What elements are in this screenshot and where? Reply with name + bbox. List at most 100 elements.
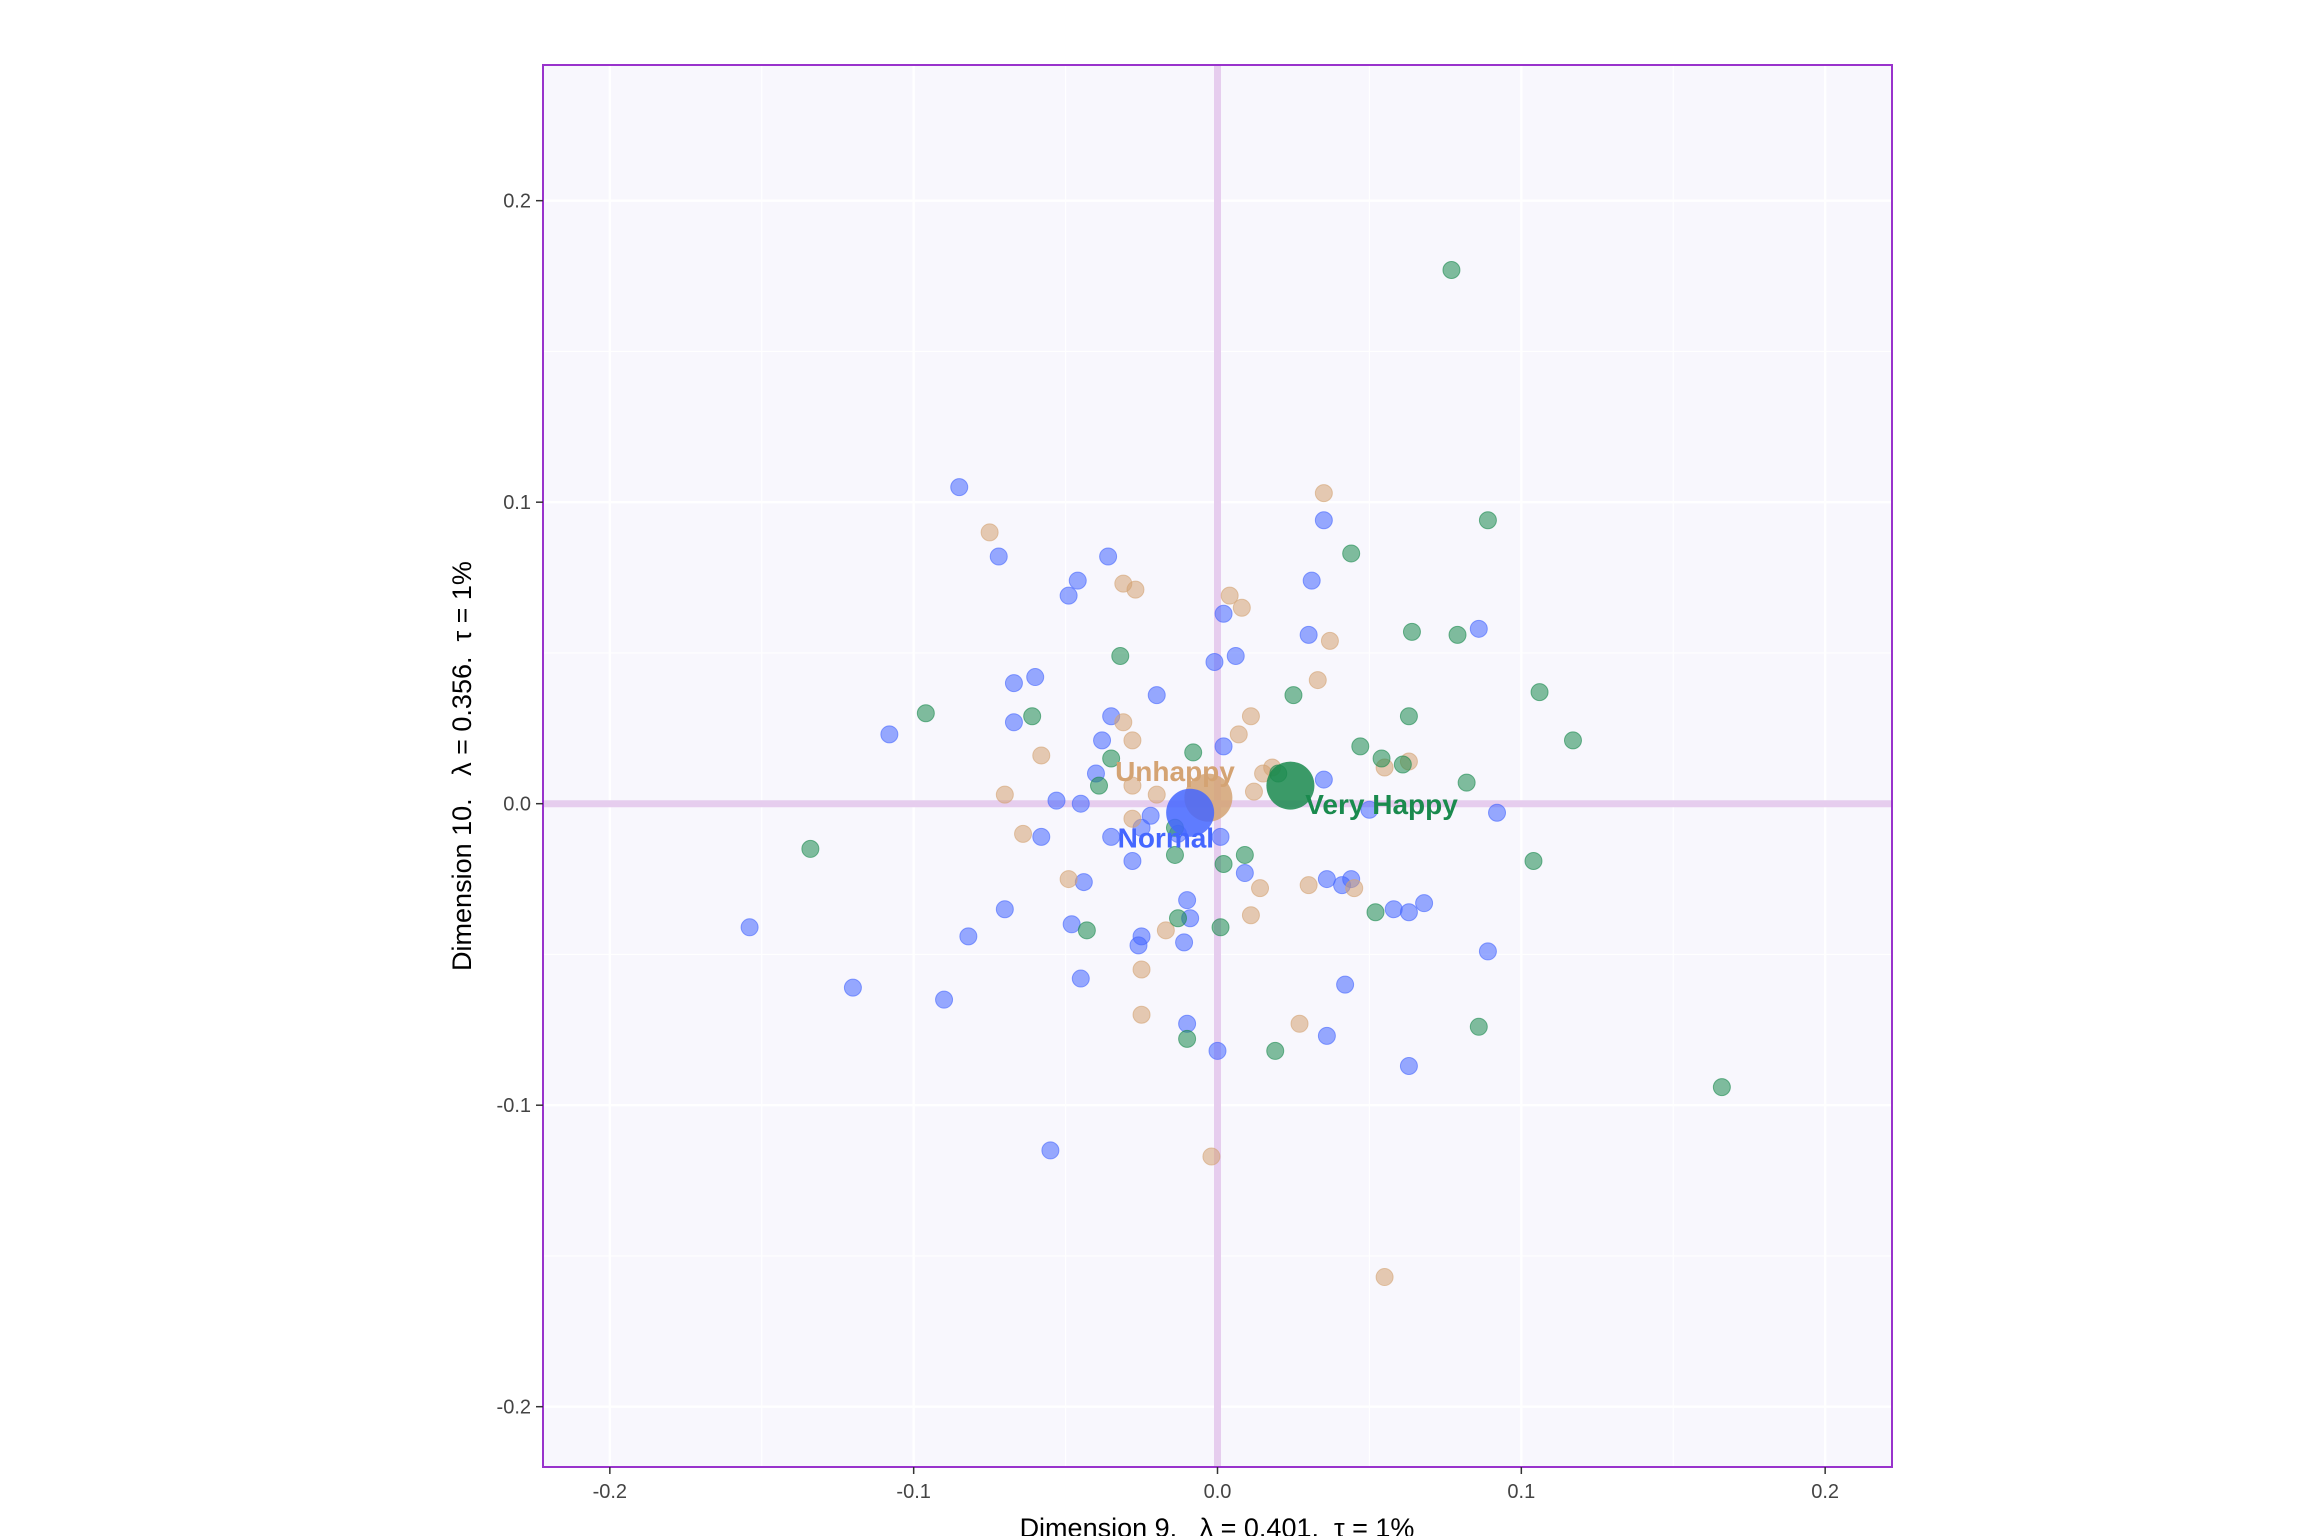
point-normal [959, 927, 978, 946]
point-very-happy [1184, 743, 1203, 762]
point-very-happy [1235, 845, 1254, 864]
point-very-happy [1393, 755, 1412, 774]
point-normal [1059, 586, 1078, 605]
point-unhappy [1123, 776, 1142, 795]
point-normal [1141, 806, 1160, 825]
point-very-happy [1178, 1029, 1197, 1048]
point-unhappy [1156, 921, 1175, 940]
point-unhappy [1290, 1014, 1309, 1033]
point-very-happy [1366, 903, 1385, 922]
point-very-happy [1266, 1041, 1285, 1060]
point-normal [1178, 891, 1197, 910]
y-tick-label: 0.0 [503, 794, 531, 816]
point-unhappy [1147, 785, 1166, 804]
point-unhappy [1299, 876, 1318, 895]
point-normal [1314, 770, 1333, 789]
point-very-happy [1402, 622, 1421, 641]
point-very-happy [1284, 686, 1303, 705]
point-very-happy [1478, 511, 1497, 530]
point-very-happy [1165, 845, 1184, 864]
point-very-happy [1448, 625, 1467, 644]
point-unhappy [995, 785, 1014, 804]
x-tick-label: -0.2 [593, 1481, 627, 1503]
point-normal [1317, 1026, 1336, 1045]
point-very-happy [1530, 683, 1549, 702]
point-normal [1211, 827, 1230, 846]
point-very-happy [1214, 854, 1233, 873]
point-normal [1302, 571, 1321, 590]
point-normal [1214, 604, 1233, 623]
y-axis: -0.2 -0.1 0.0 0.1 0.2 [497, 191, 543, 1419]
point-very-happy [1023, 707, 1042, 726]
point-normal [1226, 646, 1245, 665]
point-unhappy [1132, 1005, 1151, 1024]
point-very-happy [1524, 851, 1543, 870]
y-tick-label: -0.2 [497, 1397, 531, 1419]
point-normal [1093, 731, 1112, 750]
point-normal [1384, 900, 1403, 919]
category-label-very-happy: Very Happy [1305, 789, 1458, 820]
y-tick-label: 0.2 [503, 191, 531, 213]
y-tick-label: -0.1 [497, 1095, 531, 1117]
point-normal [843, 978, 862, 997]
point-normal [1032, 827, 1051, 846]
point-normal [1208, 1041, 1227, 1060]
x-axis-title: Dimension 9. λ = 0.401. τ = 1% [1020, 1513, 1415, 1536]
y-axis-title: Dimension 10. λ = 0.356. τ = 1% [447, 561, 477, 971]
point-unhappy [1202, 1147, 1221, 1166]
point-unhappy [1123, 731, 1142, 750]
point-normal [1205, 652, 1224, 671]
x-tick-label: 0.2 [1811, 1481, 1839, 1503]
category-centroids [1166, 761, 1315, 837]
point-unhappy [1059, 870, 1078, 889]
point-normal [1399, 1056, 1418, 1075]
point-normal [1004, 713, 1023, 732]
point-very-happy [1457, 773, 1476, 792]
point-normal [1047, 791, 1066, 810]
point-normal [1399, 903, 1418, 922]
point-unhappy [1114, 713, 1133, 732]
x-tick-label: 0.0 [1204, 1481, 1232, 1503]
point-very-happy [1469, 1017, 1488, 1036]
point-normal [1488, 803, 1507, 822]
point-normal [1415, 894, 1434, 913]
point-very-happy [1169, 909, 1188, 928]
point-normal [1478, 942, 1497, 961]
point-very-happy [1442, 261, 1461, 280]
point-unhappy [1132, 960, 1151, 979]
point-very-happy [916, 704, 935, 723]
point-normal [1214, 737, 1233, 756]
centroid-very-happy [1266, 761, 1315, 810]
point-unhappy [980, 523, 999, 542]
point-unhappy [1308, 671, 1327, 690]
point-very-happy [1399, 707, 1418, 726]
point-very-happy [1077, 921, 1096, 940]
point-very-happy [1111, 646, 1130, 665]
point-normal [1071, 969, 1090, 988]
point-normal [1068, 571, 1087, 590]
point-very-happy [1342, 544, 1361, 563]
point-very-happy [1372, 749, 1391, 768]
point-normal [1317, 870, 1336, 889]
point-unhappy [1345, 879, 1364, 898]
point-normal [1336, 975, 1355, 994]
point-normal [1102, 827, 1121, 846]
point-unhappy [1244, 782, 1263, 801]
point-very-happy [1712, 1078, 1731, 1097]
point-normal [1175, 933, 1194, 952]
point-unhappy [1375, 1268, 1394, 1287]
point-unhappy [1241, 906, 1260, 925]
point-unhappy [1314, 484, 1333, 503]
point-very-happy [801, 839, 820, 858]
centroid-normal [1166, 788, 1215, 837]
point-normal [1099, 547, 1118, 566]
point-normal [1071, 794, 1090, 813]
point-very-happy [1211, 918, 1230, 937]
point-very-happy [1102, 749, 1121, 768]
point-unhappy [1320, 631, 1339, 650]
point-unhappy [1220, 586, 1239, 605]
point-normal [1041, 1141, 1060, 1160]
category-label-normal: Normal [1118, 822, 1214, 853]
point-unhappy [1232, 598, 1251, 617]
